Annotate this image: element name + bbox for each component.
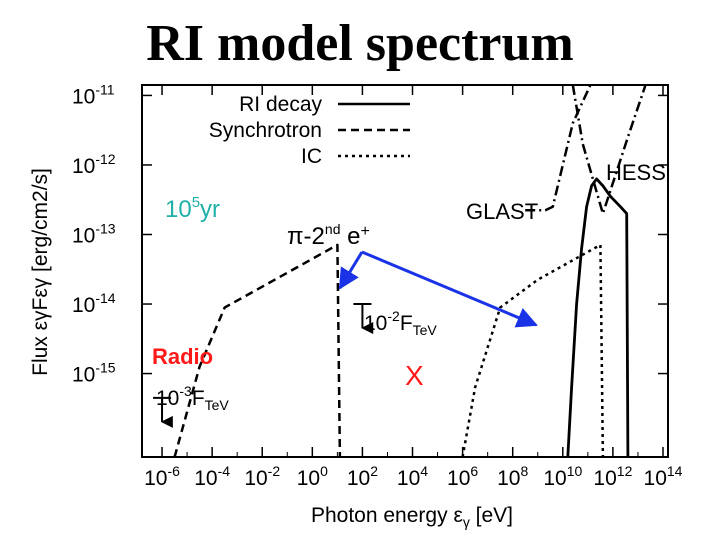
legend-label-ri-decay: RI decay — [239, 93, 322, 116]
series-synchrotron — [173, 243, 342, 458]
series-ri-decay — [566, 177, 630, 458]
ul-xray-label: 10-2FTeV — [364, 308, 437, 338]
pi-arrows — [338, 250, 538, 328]
x-tick-label: 100 — [297, 463, 328, 490]
x-tick-label: 108 — [497, 463, 528, 490]
x-tick-label: 10-4 — [194, 463, 230, 490]
x-tick-label: 104 — [397, 463, 428, 490]
axis-ticks: 10-6 10-4 10-2 100 102 104 106 108 1010 1012 1014 1… — [72, 81, 683, 490]
y-tick-label: 10-14 — [72, 290, 116, 317]
x-tick-label: 1014 — [644, 463, 683, 490]
y-tick-label: 10-15 — [72, 360, 116, 387]
legend-label-synchrotron: Synchrotron — [209, 119, 322, 142]
x-tick-label: 102 — [347, 463, 378, 490]
x-tick-label: 106 — [447, 463, 478, 490]
x-mark: X — [405, 360, 424, 391]
y-tick-label: 10-13 — [72, 220, 116, 247]
age-label: 105yr — [165, 194, 220, 223]
plot-frame — [141, 84, 669, 458]
series-group — [153, 84, 647, 458]
x-tick-label: 10-2 — [244, 463, 280, 490]
pi-label: π-2nd e+ — [287, 221, 370, 250]
x-tick-label: 1012 — [593, 463, 632, 490]
hess-label: HESS — [606, 160, 666, 185]
radio-label: Radio — [152, 344, 213, 369]
y-axis-label: Flux εγFεγ [erg/cm2/s] — [29, 168, 52, 376]
x-axis-label: Photon energy εγ [eV] — [311, 504, 513, 530]
x-tick-label: 1010 — [543, 463, 582, 490]
ul-radio-label: 10-3FTeV — [156, 383, 229, 413]
slide-title: RI model spectrum — [146, 15, 574, 72]
series-ic — [461, 243, 605, 458]
arrow-to-synchrotron — [338, 251, 364, 290]
glast-label: GLAST — [466, 199, 538, 224]
arrow-to-ic — [361, 250, 538, 328]
y-tick-label: 10-12 — [72, 151, 116, 178]
x-tick-label: 10-6 — [144, 463, 180, 490]
series-glast — [525, 84, 592, 212]
y-tick-label: 10-11 — [72, 81, 115, 108]
legend: RI decay Synchrotron IC — [209, 93, 410, 168]
legend-label-ic: IC — [301, 145, 322, 168]
